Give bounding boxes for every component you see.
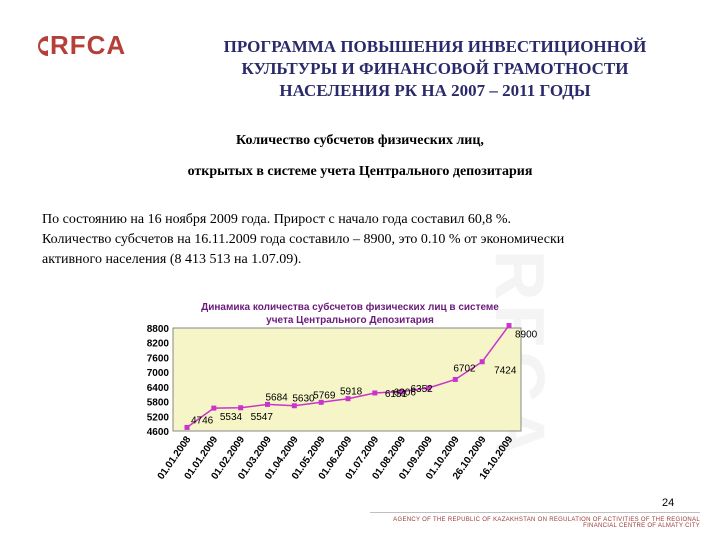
title-line-3: НАСЕЛЕНИЯ РК НА 2007 – 2011 ГОДЫ <box>279 81 591 100</box>
y-tick-label: 8200 <box>147 339 170 350</box>
data-point <box>345 396 351 402</box>
data-point <box>426 385 431 391</box>
y-tick-label: 7600 <box>147 353 170 364</box>
y-axis: 8800 8200 7600 7000 6400 5800 5200 4600 <box>147 324 170 438</box>
y-tick-label: 5200 <box>147 412 170 423</box>
data-point <box>372 390 378 396</box>
data-label: 7424 <box>494 366 517 377</box>
series-markers <box>184 323 512 430</box>
y-tick-label: 7000 <box>147 368 170 379</box>
data-label: 5534 <box>220 412 243 423</box>
chart-title-line-2: учета Центрального Депозитария <box>266 315 434 326</box>
subtitle-line-1: Количество субсчетов физических лиц, <box>236 133 484 148</box>
data-point <box>479 359 485 365</box>
title-line-1: ПРОГРАММА ПОВЫШЕНИЯ ИНВЕСТИЦИОННОЙ <box>223 37 647 56</box>
data-label: 5547 <box>251 412 274 423</box>
page-title: ПРОГРАММА ПОВЫШЕНИЯ ИНВЕСТИЦИОННОЙ КУЛЬТ… <box>175 36 695 102</box>
summary-line-1: По состоянию на 16 ноября 2009 года. При… <box>42 212 512 227</box>
summary-line-2: Количество субсчетов на 16.11.2009 года … <box>42 232 565 247</box>
data-point <box>184 424 190 430</box>
data-label: 8900 <box>515 330 538 341</box>
data-label: 6206 <box>394 388 417 399</box>
footer-agency: AGENCY OF THE REPUBLIC OF KAZAKHSTAN ON … <box>393 517 700 529</box>
plot-area <box>172 327 522 432</box>
y-tick-label: 5800 <box>147 398 170 409</box>
data-label: 6352 <box>411 384 434 395</box>
data-label: 5684 <box>266 392 289 403</box>
data-label: 5769 <box>313 390 336 401</box>
subtitle-line-2: открытых в системе учета Центрального де… <box>187 164 533 179</box>
summary-line-3: активного населения (8 413 513 на 1.07.0… <box>42 252 302 267</box>
y-tick-label: 8800 <box>147 324 170 335</box>
y-tick-label: 6400 <box>147 383 170 394</box>
data-point <box>211 405 217 411</box>
logo-mark-icon <box>38 36 48 56</box>
title-line-2: КУЛЬТУРЫ И ФИНАНСОВОЙ ГРАМОТНОСТИ <box>241 59 629 78</box>
data-point <box>291 403 297 409</box>
summary-paragraph: По состоянию на 16 ноября 2009 года. При… <box>42 210 692 270</box>
data-point <box>238 405 244 411</box>
accounts-line-chart: Динамика количества субсчетов физических… <box>147 301 538 482</box>
data-label: 6702 <box>453 363 476 374</box>
logo-text: RFCA <box>50 30 127 60</box>
page-number: 24 <box>662 497 675 509</box>
data-point <box>399 389 405 395</box>
data-point <box>506 323 512 329</box>
data-label: 5918 <box>340 387 363 398</box>
chart-title-line-1: Динамика количества субсчетов физических… <box>201 301 499 313</box>
y-tick-label: 4600 <box>147 427 170 438</box>
data-label: 4746 <box>191 415 214 426</box>
data-point <box>318 399 324 405</box>
footer-divider <box>370 512 700 513</box>
data-point <box>452 376 458 382</box>
data-point <box>265 401 270 407</box>
x-axis: 01.01.200801.01.200901.02.200901.03.2009… <box>156 434 516 482</box>
rfca-logo <box>30 28 160 72</box>
data-label: 6151 <box>385 389 408 400</box>
data-label: 5630 <box>292 394 315 405</box>
